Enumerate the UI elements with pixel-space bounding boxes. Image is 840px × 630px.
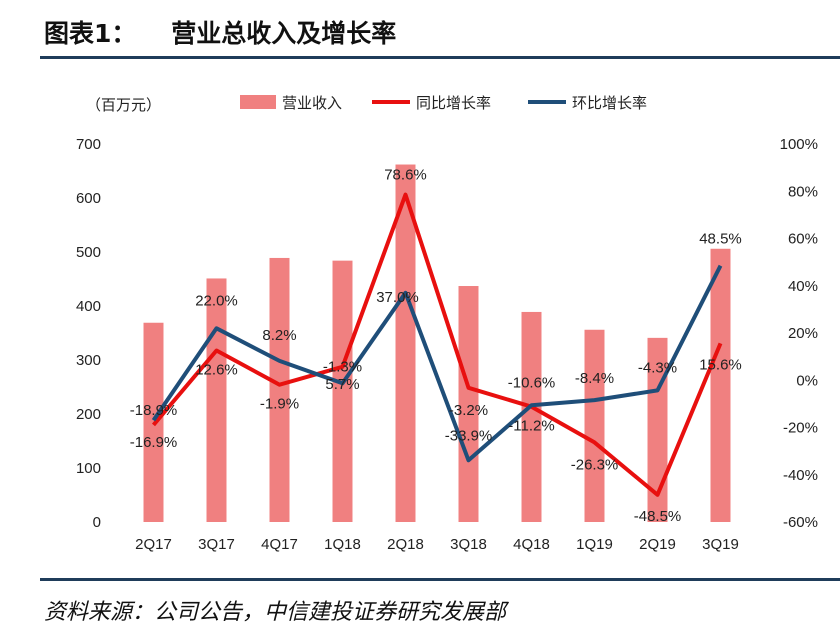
y-right-tick-label: -60% (783, 514, 818, 531)
x-tick-label: 1Q18 (324, 536, 361, 553)
x-tick-label: 2Q19 (639, 536, 676, 553)
qoq-data-label: -33.9% (445, 427, 493, 444)
y-left-tick-label: 200 (76, 406, 101, 423)
x-tick-label: 1Q19 (576, 536, 613, 553)
qoq-growth-line (151, 264, 723, 463)
yoy-data-label: 78.6% (384, 167, 427, 184)
legend-label-revenue: 营业收入 (282, 94, 342, 112)
qoq-data-label: -8.4% (575, 370, 614, 387)
yoy-data-label: 5.7% (325, 376, 359, 393)
revenue-bar (584, 329, 605, 522)
y-right-tick-label: 20% (788, 325, 818, 342)
qoq-data-label: -10.6% (508, 374, 556, 391)
y-left-tick-label: 300 (76, 352, 101, 369)
x-tick-label: 2Q18 (387, 536, 424, 553)
yoy-data-label: 15.6% (699, 356, 742, 373)
y-right-tick-label: 60% (788, 231, 818, 248)
source-note: 资料来源：公司公告，中信建投证券研究发展部 (44, 600, 507, 625)
top-divider (40, 56, 840, 59)
y-right-tick-label: -20% (783, 420, 818, 437)
figure-title: 图表1： 营业总收入及增长率 (44, 19, 397, 48)
revenue-bar (710, 248, 731, 522)
yoy-data-label: -1.9% (260, 396, 299, 413)
x-tick-label: 4Q18 (513, 536, 550, 553)
x-tick-label: 4Q17 (261, 536, 298, 553)
x-tick-label: 3Q18 (450, 536, 487, 553)
y-right-tick-label: 0% (796, 372, 818, 389)
yoy-growth-line (151, 192, 723, 497)
qoq-data-label: 48.5% (699, 231, 742, 248)
qoq-data-label: 22.0% (195, 292, 238, 309)
qoq-data-label: 37.0% (376, 289, 419, 306)
yoy-data-label: -11.2% (508, 418, 554, 435)
qoq-data-label: -1.3% (323, 358, 362, 375)
qoq-data-label: 8.2% (262, 327, 296, 344)
revenue-bar (206, 278, 227, 522)
y-left-tick-label: 600 (76, 190, 101, 207)
yoy-data-label: -18.9% (130, 402, 178, 419)
revenue-bar (395, 164, 416, 522)
yoy-data-label: -26.3% (571, 456, 619, 473)
revenue-bar (269, 257, 290, 522)
x-tick-label: 2Q17 (135, 536, 172, 553)
x-tick-label: 3Q19 (702, 536, 739, 553)
revenue-bar (458, 286, 479, 522)
qoq-data-label: -4.3% (638, 359, 677, 376)
legend-label-qoq: 环比增长率 (572, 94, 647, 112)
revenue-bar (521, 311, 542, 522)
yoy-data-label: 12.6% (195, 361, 238, 378)
y-right-tick-label: 40% (788, 278, 818, 295)
yoy-data-label: -48.5% (634, 508, 682, 525)
y-left-tick-label: 500 (76, 244, 101, 261)
y-left-tick-label: 400 (76, 298, 101, 315)
y-left-tick-label: 100 (76, 460, 101, 477)
bottom-divider (40, 578, 840, 581)
y-left-unit-label: （百万元） (86, 96, 161, 114)
y-left-tick-label: 0 (93, 514, 101, 531)
yoy-data-label: -3.2% (449, 402, 488, 419)
x-tick-label: 3Q17 (198, 536, 235, 553)
legend-label-yoy: 同比增长率 (416, 94, 491, 112)
qoq-data-label: -16.9% (130, 434, 178, 451)
y-left-tick-label: 700 (76, 136, 101, 153)
y-right-tick-label: 80% (788, 183, 818, 200)
y-right-tick-label: 100% (780, 136, 818, 153)
revenue-bar (332, 260, 353, 522)
legend-swatch-revenue (240, 95, 276, 109)
y-right-tick-label: -40% (783, 467, 818, 484)
